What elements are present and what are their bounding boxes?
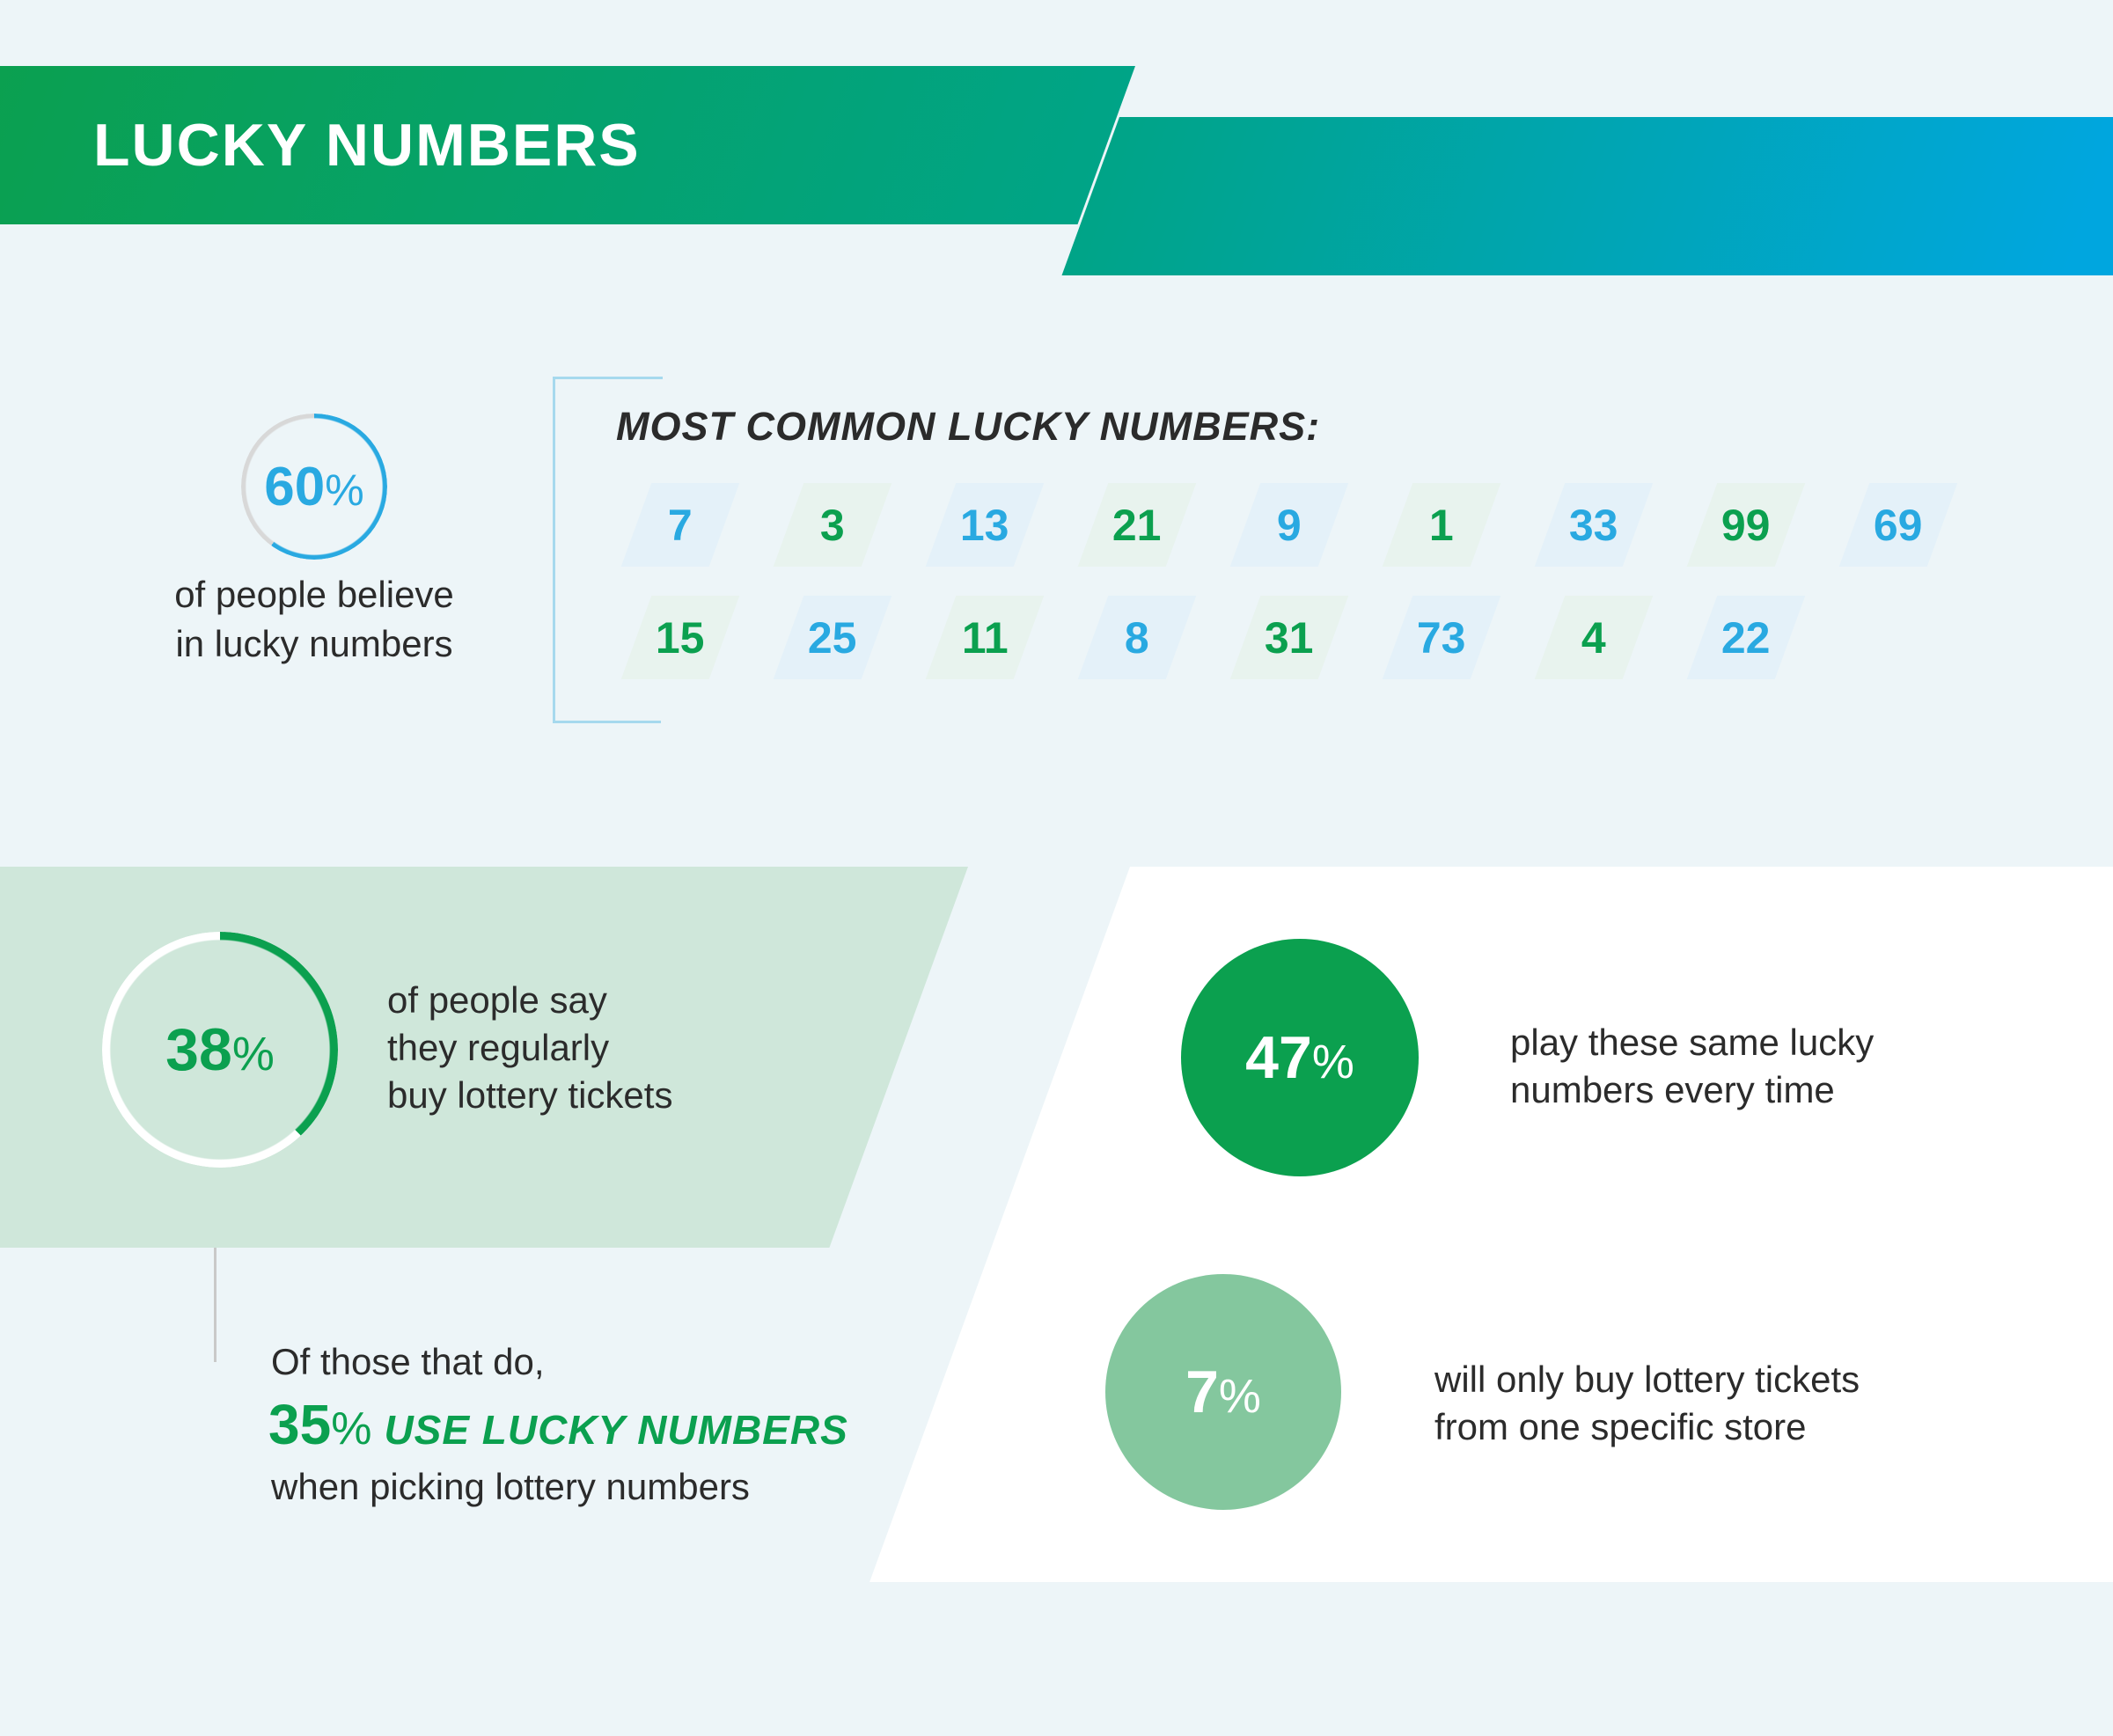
- lucky-number: 15: [656, 612, 705, 663]
- caption-line: in lucky numbers: [175, 623, 453, 664]
- belief-progress-ring: [241, 414, 387, 560]
- lucky-number-chip: 31: [1229, 596, 1349, 679]
- caption-line: of people say: [387, 979, 607, 1021]
- caption-line: play these same lucky: [1510, 1022, 1875, 1063]
- lucky-number-chip: 33: [1534, 483, 1654, 567]
- lucky-number-chip: 13: [925, 483, 1045, 567]
- caption-line: buy lottery tickets: [387, 1074, 673, 1116]
- store-stat-number: 7: [1185, 1359, 1219, 1425]
- percent-sign: %: [231, 1028, 275, 1080]
- tickets-stat-caption: of people say they regularly buy lottery…: [387, 977, 672, 1119]
- same-numbers-stat-caption: play these same lucky numbers every time: [1510, 1019, 1874, 1114]
- page-title: LUCKY NUMBERS: [93, 112, 641, 179]
- lucky-number: 13: [960, 500, 1009, 550]
- bracket-top-tick: [553, 377, 663, 379]
- lucky-number-chip: 3: [773, 483, 892, 567]
- lucky-number-chip: 8: [1077, 596, 1197, 679]
- bracket-vertical-line: [553, 377, 555, 723]
- lucky-number: 31: [1265, 612, 1314, 663]
- lucky-number-chip: 99: [1686, 483, 1806, 567]
- connector-line: [214, 1248, 216, 1362]
- caption-line: will only buy lottery tickets: [1434, 1359, 1860, 1400]
- lucky-number: 3: [820, 500, 845, 550]
- caption-line: from one specific store: [1434, 1406, 1807, 1447]
- lucky-number: 21: [1112, 500, 1162, 550]
- belief-stat-caption: of people believe in lucky numbers: [94, 570, 534, 669]
- percent-sign: %: [1218, 1370, 1261, 1423]
- caption-line: numbers every time: [1510, 1069, 1835, 1110]
- lucky-number-chip: 21: [1077, 483, 1197, 567]
- lucky-number-chip: 25: [773, 596, 892, 679]
- lucky-number-chip: 11: [925, 596, 1045, 679]
- sub-stat-intro: Of those that do,: [271, 1341, 545, 1382]
- percent-sign: %: [1311, 1036, 1354, 1088]
- belief-stat-number: 60: [264, 456, 326, 517]
- right-stat-panel: [869, 867, 2113, 1582]
- lucky-number: 11: [961, 612, 1009, 663]
- lucky-number: 22: [1721, 612, 1771, 663]
- tickets-progress-ring: [102, 932, 338, 1168]
- percent-sign: %: [331, 1403, 372, 1454]
- store-stat-circle: 7 %: [1105, 1274, 1341, 1510]
- lucky-number-chip: 15: [620, 596, 740, 679]
- sub-stat-value-line: 35 % USE LUCKY NUMBERS: [268, 1392, 848, 1457]
- same-numbers-stat-number: 47: [1245, 1024, 1312, 1091]
- lucky-number: 1: [1429, 500, 1454, 550]
- lucky-number: 69: [1874, 500, 1923, 550]
- sub-stat-outro: when picking lottery numbers: [271, 1466, 750, 1507]
- lucky-number-chip: 1: [1382, 483, 1501, 567]
- lucky-number-chip: 73: [1382, 596, 1501, 679]
- caption-line: they regularly: [387, 1027, 610, 1068]
- same-numbers-stat-circle: 47 %: [1181, 939, 1419, 1176]
- sub-stat-emphasis: USE LUCKY NUMBERS: [384, 1407, 848, 1453]
- header-ribbon-right: [1061, 117, 2113, 275]
- lucky-number: 25: [808, 612, 857, 663]
- lucky-number: 9: [1277, 500, 1302, 550]
- bracket-bottom-tick: [553, 721, 661, 723]
- lucky-number: 33: [1569, 500, 1618, 550]
- store-stat-caption: will only buy lottery tickets from one s…: [1434, 1356, 1860, 1451]
- tickets-stat-value: 38 %: [102, 932, 338, 1168]
- lucky-number: 7: [668, 500, 693, 550]
- lucky-number: 4: [1581, 612, 1606, 663]
- lucky-number-chip: 69: [1838, 483, 1958, 567]
- lucky-number-chip: 4: [1534, 596, 1654, 679]
- lucky-number: 73: [1417, 612, 1466, 663]
- lucky-number: 8: [1125, 612, 1149, 663]
- tickets-stat-number: 38: [165, 1016, 232, 1083]
- sub-stat-number: 35: [268, 1393, 332, 1456]
- lucky-number-chip: 22: [1686, 596, 1806, 679]
- lucky-number: 99: [1721, 500, 1771, 550]
- percent-sign: %: [325, 465, 364, 515]
- belief-stat-value: 60 %: [241, 414, 387, 560]
- common-numbers-heading: MOST COMMON LUCKY NUMBERS:: [616, 404, 1321, 449]
- caption-line: of people believe: [174, 574, 454, 615]
- lucky-number-chip: 9: [1229, 483, 1349, 567]
- lucky-number-chip: 7: [620, 483, 740, 567]
